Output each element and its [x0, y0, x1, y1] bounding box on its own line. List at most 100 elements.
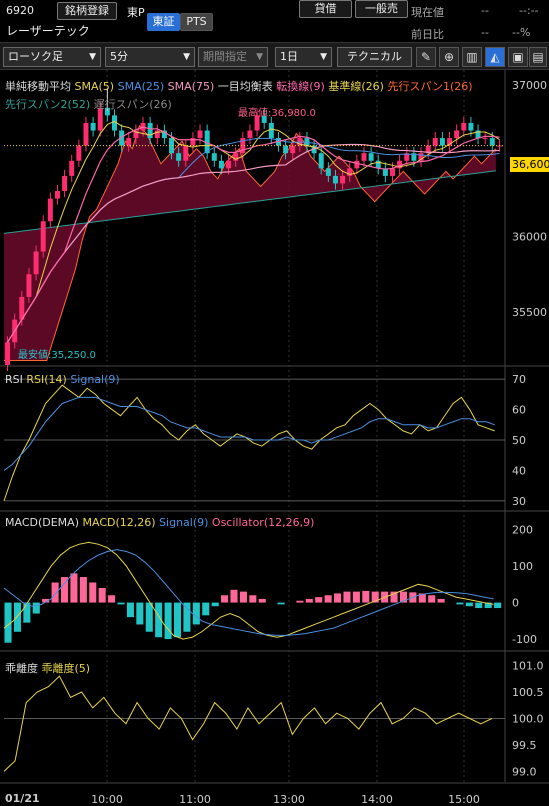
candle — [254, 115, 260, 131]
lend-button[interactable]: 貸借 — [299, 0, 352, 18]
time-tick: 14:00 — [361, 793, 393, 806]
candle — [5, 342, 11, 365]
rsi-tick: 50 — [512, 434, 526, 447]
oscillator-bar — [202, 602, 210, 616]
rsi-signal-label: Signal(9) — [70, 373, 120, 386]
dev-label: 乖離度(5) — [41, 662, 91, 675]
time-tick: 10:00 — [91, 793, 123, 806]
oscillator-bar — [192, 602, 200, 625]
dev-legend: 乖離度 乖離度(5) — [5, 660, 90, 676]
rsi-tick: 60 — [512, 404, 526, 417]
technical-button[interactable]: テクニカル — [337, 47, 412, 67]
span2-line — [3, 170, 496, 234]
header: 6920 銘柄登録 東P レーザーテック 東証 PTS 貸借 一般売 現在値 -… — [0, 0, 549, 41]
price-tick: 35500 — [512, 306, 547, 319]
zoom-icon[interactable]: ⊕ — [439, 47, 459, 67]
period-select[interactable]: 期間指定 ▼ — [198, 47, 268, 67]
range-select[interactable]: 1日 ▼ — [275, 47, 332, 67]
bars-icon[interactable]: ▥ — [462, 47, 482, 67]
candle — [154, 130, 160, 139]
date-label: 01/21 — [5, 792, 40, 805]
area-chart-icon[interactable]: ◭ — [485, 47, 505, 67]
oscillator-bar — [324, 595, 332, 603]
conversion-line — [7, 126, 500, 343]
rsi-line — [3, 384, 495, 502]
market-label: 東P — [127, 6, 145, 19]
oscillator-bar — [258, 598, 266, 603]
candle — [47, 198, 53, 222]
pen-icon[interactable]: ✎ — [416, 47, 436, 67]
stock-code: 6920 — [6, 4, 34, 17]
time-value: --:-- — [519, 4, 539, 17]
oscillator-bar — [315, 597, 323, 603]
ichimoku-cloud — [4, 125, 496, 361]
candle — [147, 122, 153, 139]
stock-name: レーザーテック — [6, 24, 90, 38]
chevron-down-icon: ▼ — [320, 52, 327, 62]
candle — [126, 138, 132, 146]
chart-type-select[interactable]: ローソク足 ▼ — [3, 47, 101, 67]
dev-tick: 100.0 — [512, 713, 544, 726]
candle — [489, 138, 495, 146]
legend-sma-title: 単純移動平均 — [5, 80, 71, 93]
oscillator-bar — [362, 590, 370, 603]
oscillator-bar — [13, 602, 21, 632]
tab-pts[interactable]: PTS — [180, 13, 213, 31]
candle — [375, 160, 381, 169]
oscillator-bar — [249, 595, 257, 603]
oscillator-bar — [51, 582, 59, 603]
layout-icon[interactable]: ▤ — [529, 47, 547, 67]
candle — [283, 145, 289, 154]
candle — [83, 122, 89, 146]
chart-area[interactable]: 355003600036500370003040506070-100010020… — [0, 70, 549, 806]
candle — [54, 191, 60, 199]
candle — [218, 160, 224, 169]
time-tick: 13:00 — [273, 793, 305, 806]
oscillator-bar — [89, 582, 97, 603]
legend-ichimoku: 一目均衡表 — [217, 80, 273, 93]
macd-legend: MACD(DEMA) MACD(12,26) Signal(9) Oscilla… — [5, 516, 314, 529]
candle — [240, 138, 246, 154]
main-legend-2: 先行スパン2(52) 遅行スパン(26) — [5, 96, 172, 112]
interval-label: 5分 — [110, 50, 128, 63]
save-icon[interactable]: ▣ — [508, 47, 528, 67]
rsi-signal-line — [3, 396, 495, 471]
price-value: -- — [481, 4, 489, 17]
oscillator-bar — [126, 602, 134, 618]
candle — [475, 130, 481, 139]
legend-span1: 先行スパン1(26) — [387, 80, 473, 93]
price-tick: 36000 — [512, 230, 547, 243]
candle — [439, 138, 445, 146]
candle — [69, 160, 75, 176]
rsi-tick: 30 — [512, 495, 526, 508]
legend-base: 基準線(26) — [328, 80, 384, 93]
dev-tick: 99.5 — [512, 739, 537, 752]
oscillator-bar — [108, 595, 116, 603]
oscillator-bar — [221, 595, 229, 603]
tab-tosho[interactable]: 東証 — [147, 13, 180, 31]
legend-conv: 転換線(9) — [276, 80, 325, 93]
oscillator-bar — [484, 602, 492, 609]
oscillator-bar — [239, 591, 247, 603]
main-legend: 単純移動平均 SMA(5) SMA(25) SMA(75) 一目均衡表 転換線(… — [5, 78, 473, 94]
candle — [354, 160, 360, 169]
oscillator-bar — [437, 598, 445, 603]
register-button[interactable]: 銘柄登録 — [57, 2, 117, 20]
chevron-down-icon: ▼ — [256, 52, 263, 62]
oscillator-bar — [42, 598, 50, 603]
interval-select[interactable]: 5分 ▼ — [105, 47, 195, 67]
general-sell-button[interactable]: 一般売 — [355, 0, 408, 18]
chevron-down-icon: ▼ — [89, 52, 96, 62]
candle — [332, 175, 338, 184]
macd-line — [3, 541, 494, 640]
candle — [169, 138, 175, 154]
candle — [183, 145, 189, 161]
candle — [411, 153, 417, 161]
legend-sma5: SMA(5) — [74, 80, 115, 93]
macd-tick: 0 — [512, 597, 519, 610]
span1-line — [4, 125, 497, 361]
oscillator-bar — [296, 600, 304, 603]
rsi-label: RSI(14) — [26, 373, 67, 386]
candle — [268, 122, 274, 139]
candle — [418, 153, 424, 161]
